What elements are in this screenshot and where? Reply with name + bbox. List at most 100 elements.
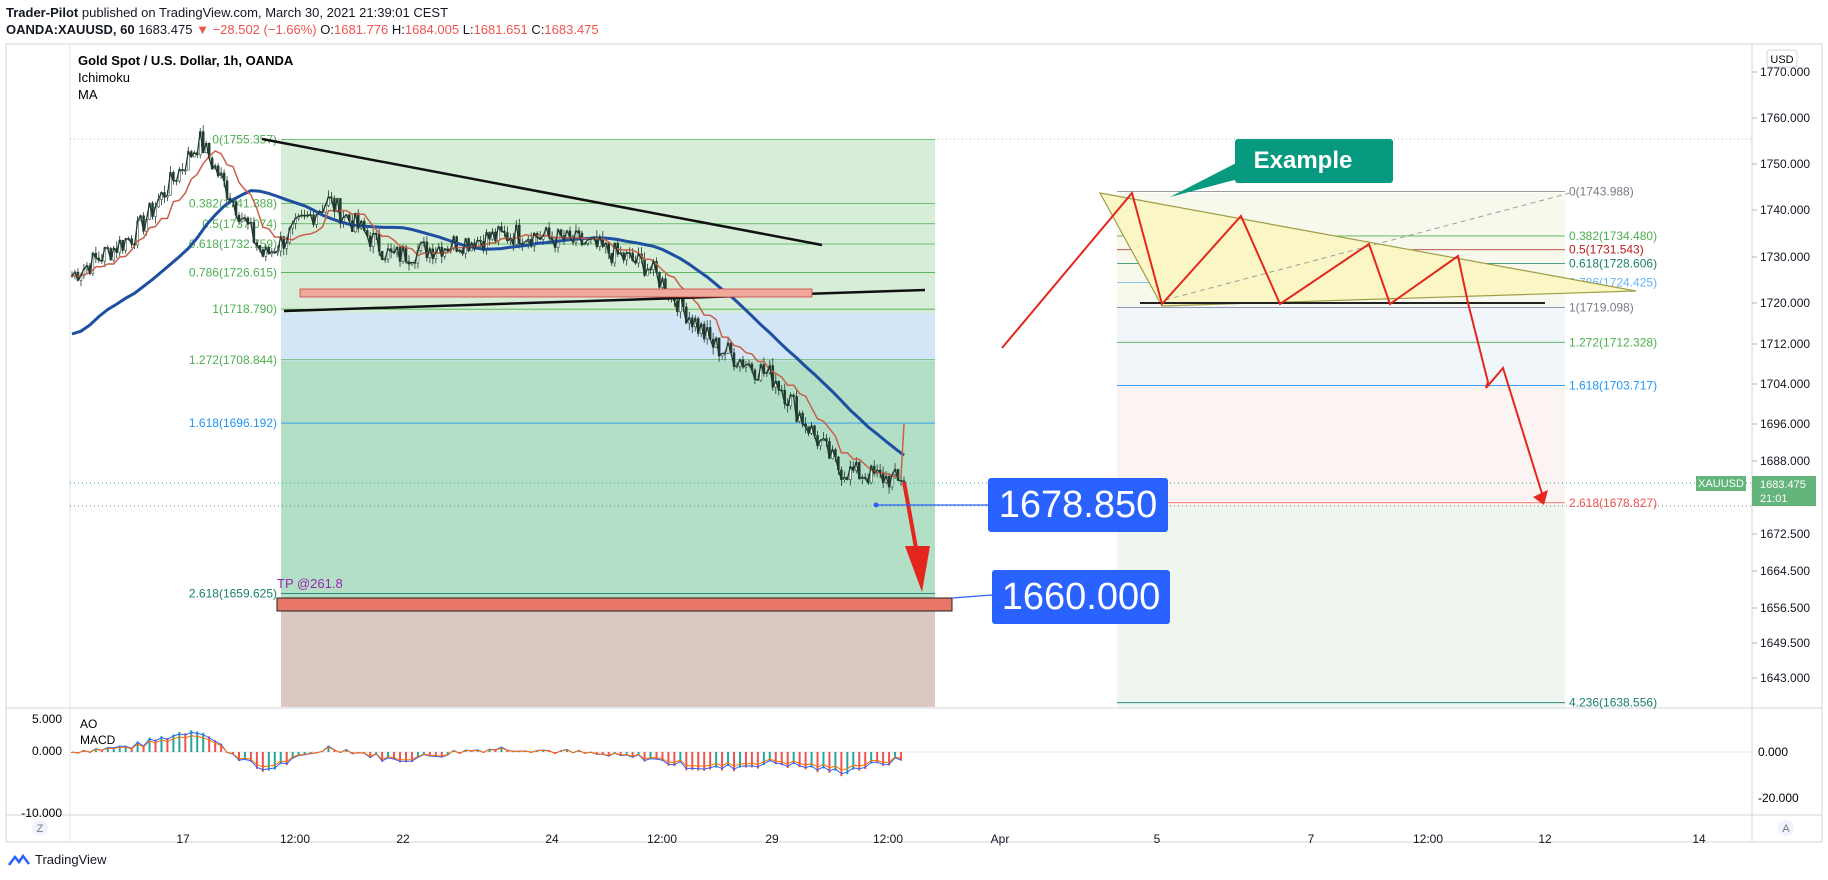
open-value: 1681.776 [334,22,389,37]
ao-bar [822,752,825,769]
ao-bar [333,749,336,752]
time-tick-label: 7 [1308,832,1315,846]
entry-callout[interactable] [988,478,1168,532]
price-tick-label: 1649.500 [1760,636,1810,650]
fib-left-levels: 0(1755.357)0.382(1741.388)0.5(1737.074)0… [189,132,935,601]
ao-bar [631,752,634,758]
ao-bar [166,737,169,752]
time-tick-label: 12 [1538,832,1552,846]
price-tick-label: 1730.000 [1760,250,1810,264]
ao-bar [94,748,97,752]
ao-bar [381,752,384,762]
ao-bar [172,734,175,752]
ao-bar [184,733,187,752]
legend-ichimoku[interactable]: Ichimoku [78,70,130,85]
ao-bar [798,752,801,768]
ao-bar [697,752,700,771]
close-value: 1683.475 [544,22,599,37]
example-fib-bottom [1117,505,1565,707]
price-tick-label: 1656.500 [1760,601,1810,615]
ao-bar [733,752,736,772]
ao-bar [387,752,390,759]
ao-bar [744,752,747,768]
example-fib-low [1117,385,1565,505]
open-label: O: [320,22,334,37]
ao-bar [220,743,223,752]
tp-label: TP @261.8 [277,576,343,591]
legend-ma[interactable]: MA [78,87,98,102]
author-name[interactable]: Trader-Pilot [6,5,79,20]
fib-zone-blue [281,313,935,361]
example-arrow-head [1533,490,1548,505]
fib-right-level-label: 2.618(1678.827) [1569,496,1657,510]
ao-bar [870,752,873,764]
ao-bar [542,749,545,752]
ao-bar [643,752,646,762]
ao-bar [178,732,181,752]
price-tick-label: 1740.000 [1760,203,1810,217]
low-value: 1681.651 [473,22,528,37]
ao-bar [786,752,789,769]
ao-bar [267,752,270,771]
ao-bar [673,752,676,767]
footer-brand[interactable]: TradingView [35,852,107,867]
example-callout[interactable] [1235,139,1393,183]
price-series-line [71,131,905,490]
ao-label[interactable]: AO [80,717,97,731]
ao-bar [345,749,348,752]
fib-right-level-label: 1.618(1703.717) [1569,378,1657,392]
fib-right-level-label: 1.272(1712.328) [1569,335,1657,349]
ichimoku-line [71,150,905,478]
ao-bar [762,752,765,766]
macd-label[interactable]: MACD [80,733,116,747]
time-axis-ticks: 17 12:00 22 24 12:00 29 12:00 Apr 5 7 12:00 12 14 [176,832,1706,846]
ao-bar [232,752,235,755]
ao-bar [279,752,282,765]
ao-bar [834,752,837,771]
ao-bar [876,752,879,764]
ao-bar [428,752,431,757]
scale-button-left[interactable] [32,820,48,836]
symbol-interval[interactable]: OANDA:XAUUSD, 60 [6,22,135,37]
down-arrow-icon: ▼ [196,22,209,37]
price-tick-label: 1704.000 [1760,377,1810,391]
example-zigzag-path [1001,190,1545,501]
ao-bar [190,730,193,752]
price-tick-label: 1688.000 [1760,454,1810,468]
time-tick-label: 14 [1692,832,1706,846]
osc-right-tick-1: 0.000 [1758,745,1788,759]
price-tick-label: 1696.000 [1760,417,1810,431]
ao-bar [679,752,682,763]
ao-bar [476,749,479,752]
ao-bar [900,752,903,761]
down-arrow-icon [905,546,930,592]
ao-bar [494,749,497,752]
ao-bar [858,752,861,771]
ao-bar [291,752,294,759]
signal-line [71,735,902,771]
time-tick-label: 12:00 [1413,832,1443,846]
ao-bar [792,752,795,764]
auto-scale-button-text: A [1782,823,1790,835]
time-tick-label: 12:00 [647,832,677,846]
example-dashed-diagonal [1164,192,1571,301]
ao-bar [261,752,264,772]
ao-bar [750,752,753,768]
auto-scale-button[interactable] [1778,820,1794,836]
price-tick-label: 1643.000 [1760,671,1810,685]
take-profit-box[interactable] [276,597,953,612]
ao-bar [399,752,402,763]
ao-bar [136,741,139,752]
osc-right-tick-2: -20.000 [1758,791,1799,805]
osc-left-tick-1: 5.000 [32,712,62,726]
ao-bar [756,752,759,769]
ao-bar [243,752,246,761]
ao-bar [655,752,658,760]
profit-zone [281,361,935,601]
price-tick-label: 1750.000 [1760,157,1810,171]
currency-button[interactable] [1766,49,1798,68]
target-callout[interactable] [992,570,1170,624]
fib-right-level-label: 1(1719.098) [1569,301,1634,315]
ao-bar [667,752,670,766]
